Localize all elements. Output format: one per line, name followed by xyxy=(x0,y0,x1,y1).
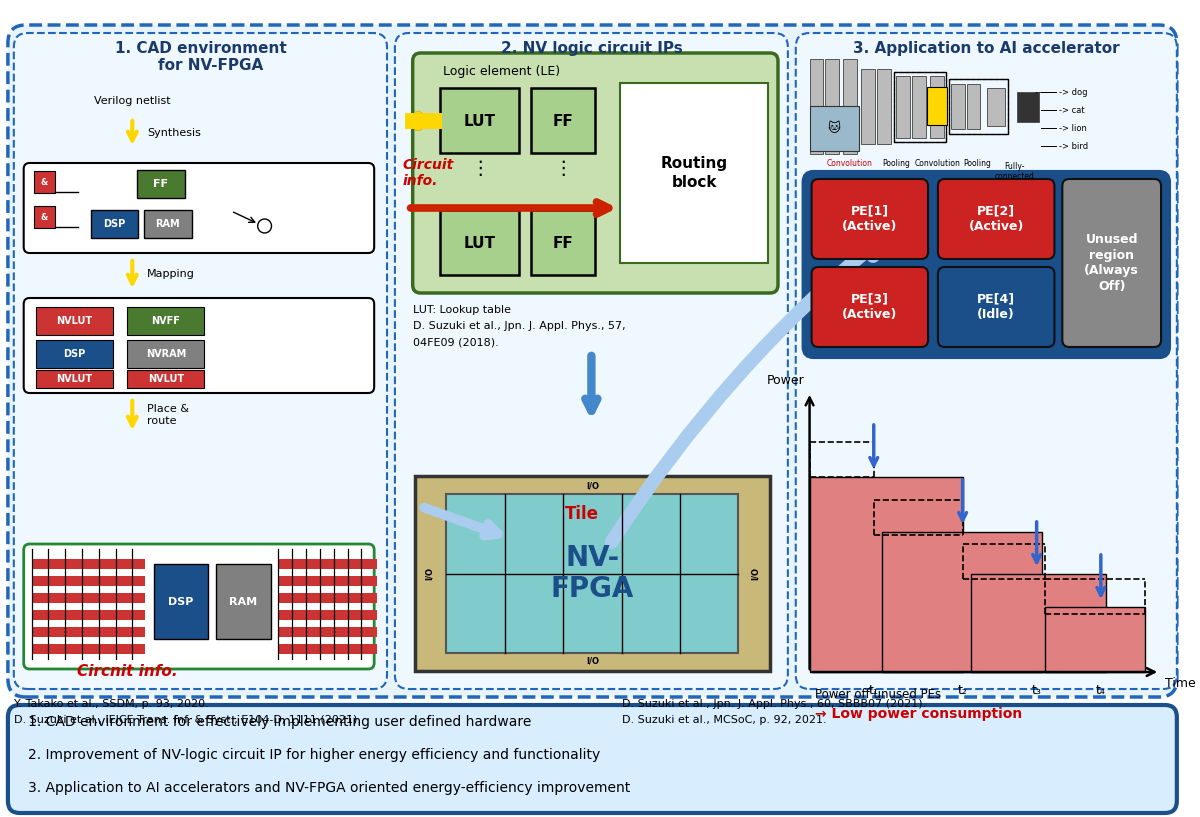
Bar xyxy=(34,171,55,193)
Text: Routing
block: Routing block xyxy=(660,156,727,190)
Text: LUT: LUT xyxy=(464,235,496,251)
Bar xyxy=(36,307,113,335)
Bar xyxy=(31,576,145,586)
Text: Mapping: Mapping xyxy=(148,269,194,279)
Bar xyxy=(127,370,204,388)
Bar xyxy=(144,210,192,238)
Bar xyxy=(278,644,377,654)
Bar xyxy=(127,340,204,368)
Text: 1. CAD environment for effectively implementing user defined hardware: 1. CAD environment for effectively imple… xyxy=(28,715,532,729)
Text: 2. Improvement of NV-logic circuit IP for higher energy efficiency and functiona: 2. Improvement of NV-logic circuit IP fo… xyxy=(28,748,600,762)
Text: -> cat: -> cat xyxy=(1060,105,1085,114)
Text: PE[2]
(Active): PE[2] (Active) xyxy=(968,205,1024,233)
Bar xyxy=(532,210,595,275)
Bar xyxy=(810,477,962,672)
FancyBboxPatch shape xyxy=(8,705,1177,813)
Text: PE[3]
(Active): PE[3] (Active) xyxy=(842,292,898,321)
Text: FF: FF xyxy=(154,179,168,189)
FancyBboxPatch shape xyxy=(8,25,1177,697)
Bar xyxy=(36,370,113,388)
Bar xyxy=(36,340,113,368)
Text: Verilog netlist: Verilog netlist xyxy=(94,96,170,106)
FancyBboxPatch shape xyxy=(938,179,1055,259)
Text: RAM: RAM xyxy=(156,219,180,229)
Text: 🐱: 🐱 xyxy=(828,123,841,136)
Text: DSP: DSP xyxy=(168,597,193,607)
Bar xyxy=(882,532,1042,672)
Text: -> bird: -> bird xyxy=(1060,141,1088,150)
FancyBboxPatch shape xyxy=(811,179,928,259)
Text: Pooling: Pooling xyxy=(882,159,911,168)
Bar xyxy=(810,59,823,154)
Bar xyxy=(34,206,55,228)
Bar xyxy=(844,59,857,154)
Bar xyxy=(894,72,946,142)
FancyBboxPatch shape xyxy=(811,267,928,347)
Text: t₁: t₁ xyxy=(869,684,878,697)
Text: D. Suzuki et al., IEICE Trans. Inf. & Syst., E104-D, 1111 (2021).: D. Suzuki et al., IEICE Trans. Inf. & Sy… xyxy=(14,715,361,725)
Bar xyxy=(446,494,738,653)
FancyBboxPatch shape xyxy=(938,267,1055,347)
Text: Synthesis: Synthesis xyxy=(148,128,200,138)
Text: → Low power consumption: → Low power consumption xyxy=(815,707,1021,721)
Text: -> dog: -> dog xyxy=(1060,87,1088,96)
Text: I/O: I/O xyxy=(586,481,599,490)
Bar xyxy=(415,476,770,671)
Bar xyxy=(278,610,377,620)
Bar xyxy=(31,593,145,603)
Text: Convolution: Convolution xyxy=(826,159,872,168)
FancyBboxPatch shape xyxy=(413,53,778,293)
FancyBboxPatch shape xyxy=(24,298,374,393)
Text: Circnit info.: Circnit info. xyxy=(77,664,178,679)
Text: D. Suzuki et al., MCSoC, p. 92, 2021.: D. Suzuki et al., MCSoC, p. 92, 2021. xyxy=(622,715,827,725)
Bar xyxy=(1016,92,1039,122)
Bar xyxy=(404,113,443,129)
Text: FF: FF xyxy=(552,235,574,251)
FancyBboxPatch shape xyxy=(796,33,1177,689)
Text: NV-
FPGA: NV- FPGA xyxy=(551,544,634,603)
Bar xyxy=(877,69,890,144)
Text: NVLUT: NVLUT xyxy=(56,316,92,326)
Text: -> lion: -> lion xyxy=(1060,123,1087,132)
Bar xyxy=(31,627,145,637)
Text: Convolution: Convolution xyxy=(914,159,961,168)
Text: 2. NV logic circuit IPs: 2. NV logic circuit IPs xyxy=(500,41,683,56)
FancyBboxPatch shape xyxy=(14,33,388,689)
Text: PE[1]
(Active): PE[1] (Active) xyxy=(842,205,898,233)
Bar xyxy=(966,84,980,129)
Bar xyxy=(91,210,138,238)
Text: 1. CAD environment
    for NV-FPGA: 1. CAD environment for NV-FPGA xyxy=(114,41,287,74)
Text: Fully-
connected: Fully- connected xyxy=(995,162,1034,181)
FancyBboxPatch shape xyxy=(24,544,374,669)
Text: Pooling: Pooling xyxy=(964,159,991,168)
Bar xyxy=(278,559,377,569)
Bar xyxy=(278,576,377,586)
Text: t₃: t₃ xyxy=(1032,684,1042,697)
Bar xyxy=(896,76,911,138)
Text: Tile: Tile xyxy=(565,505,599,523)
Text: Logic element (LE): Logic element (LE) xyxy=(443,65,560,78)
Bar xyxy=(440,88,520,153)
Bar xyxy=(620,83,768,263)
Bar xyxy=(949,79,1008,134)
Text: RAM: RAM xyxy=(229,597,257,607)
Text: Circuit
info.: Circuit info. xyxy=(403,158,454,188)
Bar xyxy=(894,72,946,142)
Text: Power: Power xyxy=(767,374,805,387)
Bar xyxy=(278,627,377,637)
Text: FF: FF xyxy=(552,114,574,128)
Bar xyxy=(912,76,926,138)
Text: LUT: LUT xyxy=(464,114,496,128)
Bar xyxy=(860,69,875,144)
FancyBboxPatch shape xyxy=(395,33,788,689)
Text: D. Suzuki et al., Jpn. J. Appl. Phys., 57,: D. Suzuki et al., Jpn. J. Appl. Phys., 5… xyxy=(413,321,625,331)
Text: 3. Application to AI accelerators and NV-FPGA oriented energy-efficiency improve: 3. Application to AI accelerators and NV… xyxy=(28,781,630,795)
Bar xyxy=(1044,607,1145,672)
Text: Power off unused PEs: Power off unused PEs xyxy=(815,687,941,700)
Text: LUT: Lookup table: LUT: Lookup table xyxy=(413,305,511,315)
Text: DSP: DSP xyxy=(62,349,85,359)
Bar xyxy=(31,559,145,569)
Bar xyxy=(154,564,209,639)
Bar xyxy=(950,84,965,129)
Text: I/O: I/O xyxy=(751,567,760,580)
